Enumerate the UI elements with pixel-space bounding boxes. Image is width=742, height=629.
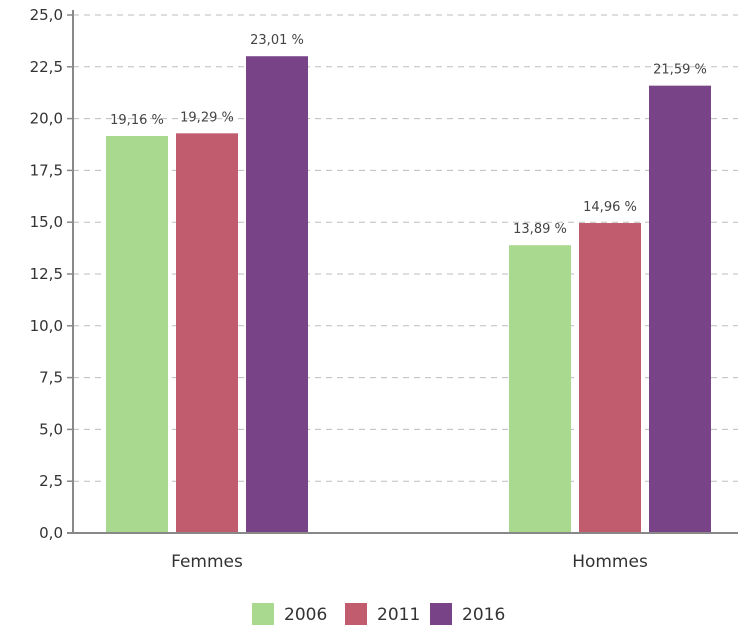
- category-label-hommes: Hommes: [572, 552, 648, 572]
- bar-2011-hommes: [579, 223, 641, 533]
- bar-2011-femmes: [176, 133, 238, 533]
- legend-swatch-2016: [430, 603, 452, 625]
- data-label: 19,16 %: [110, 113, 164, 128]
- y-tick-label: 0,0: [39, 524, 63, 542]
- data-label: 13,89 %: [513, 222, 567, 237]
- legend-label-2011: 2011: [377, 605, 420, 625]
- y-tick-label: 5,0: [39, 420, 63, 438]
- y-tick-label: 20,0: [30, 110, 63, 128]
- bar-2006-hommes: [509, 245, 571, 533]
- x-axis: Femmes Hommes: [67, 532, 738, 572]
- bar-2016-hommes: [649, 85, 711, 533]
- legend-label-2016: 2016: [462, 605, 505, 625]
- data-label: 14,96 %: [583, 200, 637, 215]
- data-label: 23,01 %: [250, 33, 304, 48]
- data-label: 21,59 %: [653, 63, 707, 78]
- y-tick-label: 25,0: [30, 6, 63, 24]
- bar-2006-femmes: [106, 136, 168, 533]
- bars: 19,16 % 13,89 % 19,29 % 14,96 % 23,01 % 21,59…: [106, 33, 711, 534]
- data-label: 19,29 %: [180, 110, 234, 125]
- y-tick-label: 10,0: [30, 317, 63, 335]
- y-tick-label: 12,5: [30, 265, 63, 283]
- legend: 2006 2011 2016: [252, 603, 505, 625]
- category-label-femmes: Femmes: [171, 552, 243, 572]
- y-tick-label: 2,5: [39, 472, 63, 490]
- y-axis: 0,0 2,5 5,0 7,5 10,0 12,5 15,0 17,5 20,0 22,5 25,0: [30, 6, 74, 542]
- legend-label-2006: 2006: [284, 605, 327, 625]
- legend-swatch-2006: [252, 603, 274, 625]
- legend-swatch-2011: [345, 603, 367, 625]
- y-tick-label: 15,0: [30, 213, 63, 231]
- y-tick-label: 7,5: [39, 369, 63, 387]
- y-tick-label: 17,5: [30, 161, 63, 179]
- y-tick-label: 22,5: [30, 58, 63, 76]
- bar-2016-femmes: [246, 56, 308, 534]
